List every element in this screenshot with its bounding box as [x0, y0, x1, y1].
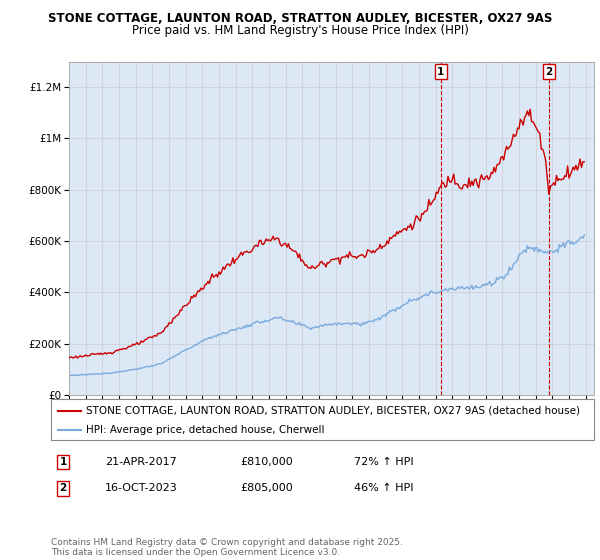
Text: £805,000: £805,000: [240, 483, 293, 493]
Text: £810,000: £810,000: [240, 457, 293, 467]
Text: 21-APR-2017: 21-APR-2017: [105, 457, 177, 467]
FancyBboxPatch shape: [51, 399, 594, 440]
Text: Price paid vs. HM Land Registry's House Price Index (HPI): Price paid vs. HM Land Registry's House …: [131, 24, 469, 36]
Text: 16-OCT-2023: 16-OCT-2023: [105, 483, 178, 493]
Text: STONE COTTAGE, LAUNTON ROAD, STRATTON AUDLEY, BICESTER, OX27 9AS: STONE COTTAGE, LAUNTON ROAD, STRATTON AU…: [48, 12, 552, 25]
Text: 1: 1: [437, 67, 445, 77]
Text: HPI: Average price, detached house, Cherwell: HPI: Average price, detached house, Cher…: [86, 424, 325, 435]
Text: Contains HM Land Registry data © Crown copyright and database right 2025.
This d: Contains HM Land Registry data © Crown c…: [51, 538, 403, 557]
Text: 46% ↑ HPI: 46% ↑ HPI: [354, 483, 413, 493]
Text: 1: 1: [59, 457, 67, 467]
Text: 2: 2: [59, 483, 67, 493]
Text: 2: 2: [545, 67, 553, 77]
Text: STONE COTTAGE, LAUNTON ROAD, STRATTON AUDLEY, BICESTER, OX27 9AS (detached house: STONE COTTAGE, LAUNTON ROAD, STRATTON AU…: [86, 405, 580, 416]
Text: 72% ↑ HPI: 72% ↑ HPI: [354, 457, 413, 467]
